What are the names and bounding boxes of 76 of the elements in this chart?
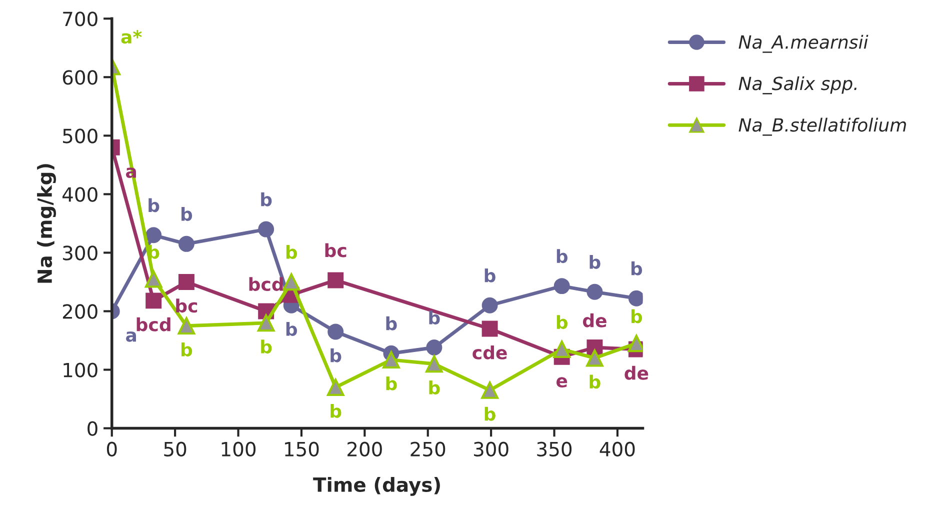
- x-tick-label: 150: [285, 442, 319, 457]
- x-axis-title: Time (days): [313, 476, 440, 496]
- y-tick-label: 100: [64, 362, 98, 378]
- data-label: e: [556, 377, 568, 388]
- point: [586, 284, 603, 300]
- point: [178, 317, 196, 335]
- y-tick-label: 700: [63, 12, 98, 26]
- data-label: b: [261, 340, 272, 354]
- point: [328, 272, 344, 288]
- x-tick-label: 0: [106, 442, 117, 457]
- point: [553, 340, 571, 358]
- data-label: b: [261, 192, 272, 206]
- data-label: b: [556, 315, 568, 330]
- point: [628, 290, 643, 306]
- point: [326, 378, 344, 396]
- data-label: bcd: [249, 277, 283, 292]
- point: [482, 297, 498, 314]
- x-tick-label: 100: [222, 442, 256, 457]
- data-label: a: [126, 331, 136, 342]
- data-label: bc: [176, 298, 198, 313]
- data-label: b: [286, 245, 298, 260]
- legend-label: Na_Salix spp.: [738, 76, 856, 94]
- data-label: a*: [121, 30, 142, 44]
- point: [426, 355, 443, 373]
- legend-label: Na_B.stellatifolium: [738, 118, 906, 136]
- x-tick-label: 400: [600, 442, 635, 457]
- data-label: b: [631, 261, 642, 276]
- data-label: cde: [472, 345, 507, 360]
- y-tick-label: 400: [62, 187, 98, 202]
- data-label: b: [330, 404, 342, 418]
- data-label: b: [386, 376, 397, 390]
- data-label: b: [429, 380, 440, 395]
- point: [382, 351, 400, 368]
- data-label: b: [590, 254, 600, 269]
- data-label: b: [181, 342, 192, 356]
- data-label: b: [330, 348, 342, 362]
- point: [426, 340, 442, 356]
- point: [178, 274, 194, 290]
- point: [144, 270, 162, 288]
- point: [554, 278, 570, 294]
- data-label: b: [148, 198, 160, 212]
- legend-label: Na_A.mearnsii: [738, 34, 868, 53]
- data-label: de: [624, 366, 648, 380]
- point: [282, 273, 300, 291]
- point: [257, 314, 275, 332]
- y-tick-label: 600: [62, 70, 98, 85]
- data-label: b: [556, 249, 568, 264]
- data-label: b: [386, 316, 397, 330]
- point: [482, 320, 498, 337]
- x-tick-label: 200: [348, 442, 382, 457]
- data-label: b: [484, 406, 496, 421]
- point: [586, 349, 604, 367]
- data-label: b: [590, 374, 600, 389]
- x-tick-label: 250: [410, 442, 446, 457]
- data-label: bc: [325, 243, 346, 258]
- point: [481, 382, 498, 399]
- y-axis-title: Na (mg/kg): [37, 164, 56, 283]
- x-tick-label: 300: [474, 442, 508, 457]
- data-label: b: [429, 310, 440, 325]
- x-tick-label: 50: [164, 442, 186, 457]
- point: [258, 221, 274, 238]
- data-label: bcd: [136, 317, 170, 332]
- y-tick-label: 500: [63, 128, 98, 144]
- point: [328, 324, 344, 340]
- x-tick-label: 350: [537, 442, 572, 457]
- data-label: b: [286, 322, 298, 336]
- data-label: de: [582, 313, 606, 328]
- data-label: b: [181, 207, 192, 221]
- point: [146, 227, 162, 244]
- point: [178, 236, 194, 252]
- data-label: b: [631, 309, 642, 324]
- y-tick-label: 200: [62, 304, 98, 319]
- y-tick-label: 300: [63, 246, 98, 260]
- y-tick-label: 0: [88, 421, 98, 436]
- data-label: b: [484, 268, 496, 282]
- point: [146, 292, 162, 309]
